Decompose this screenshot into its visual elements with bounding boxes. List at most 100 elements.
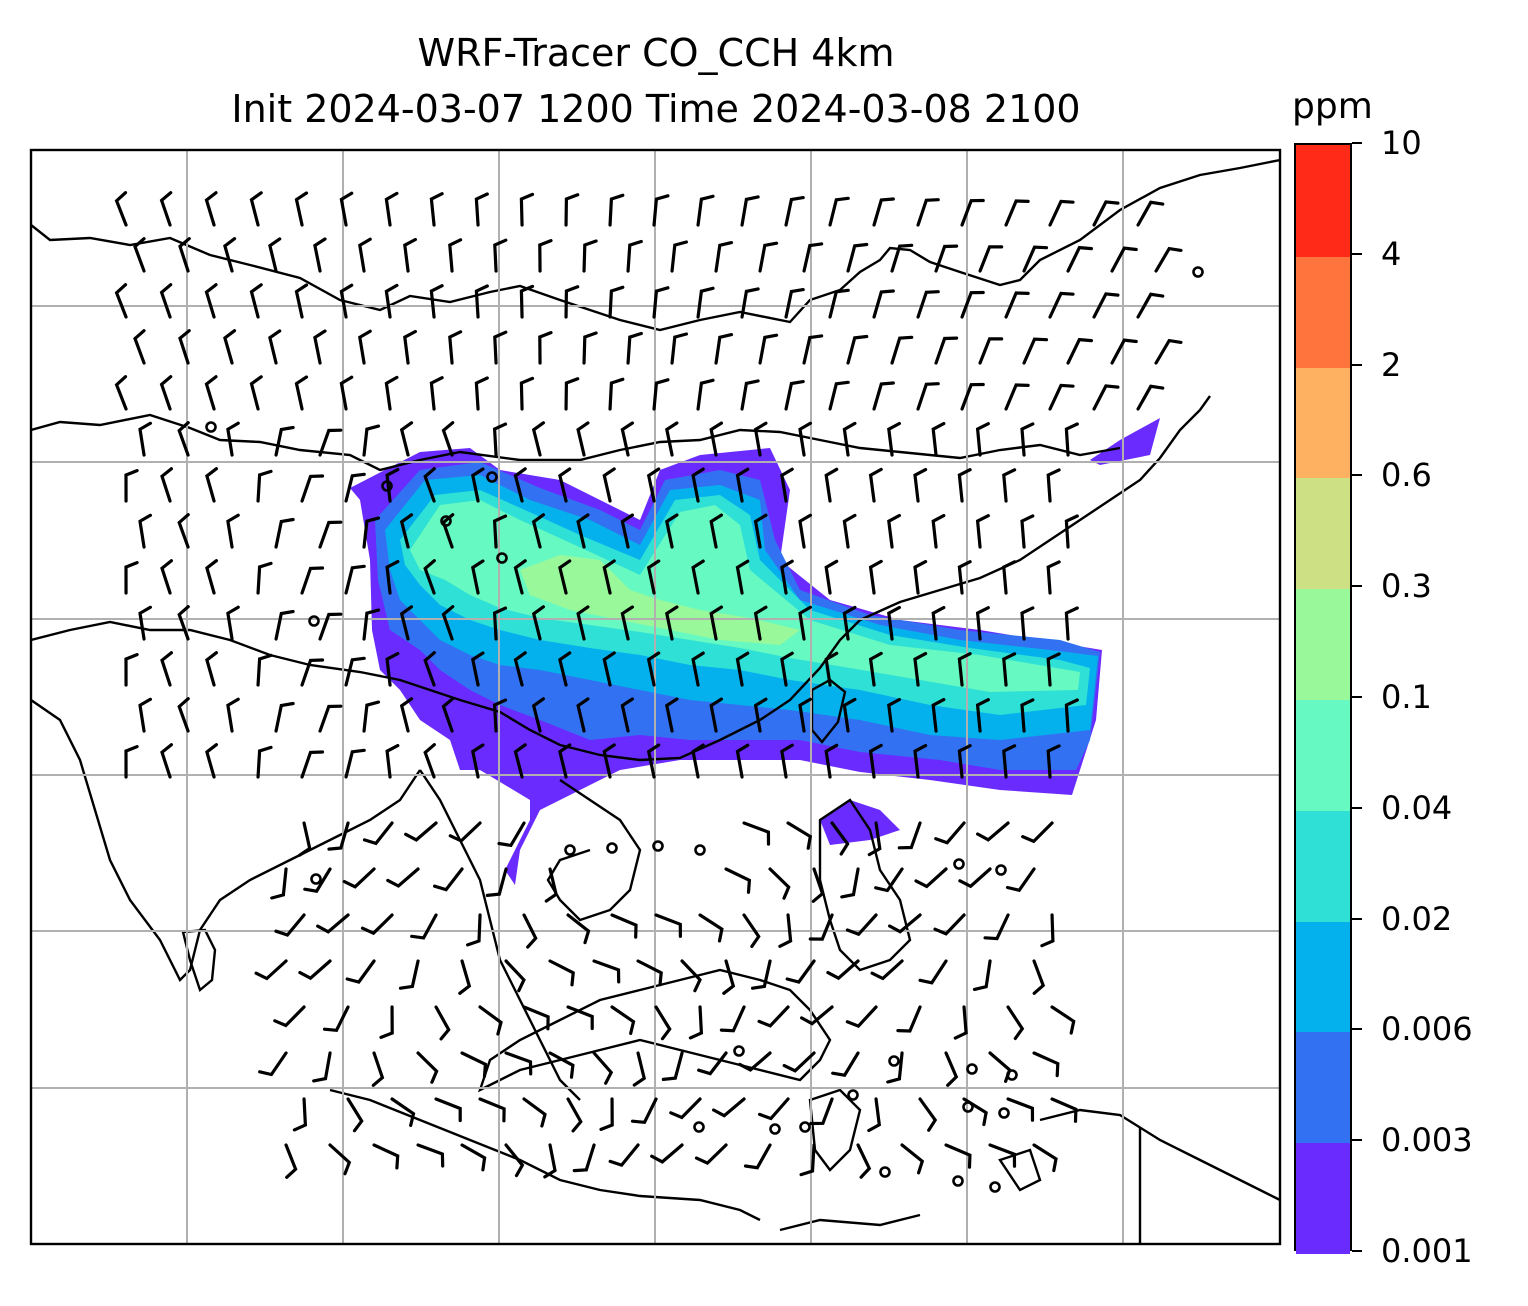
- wind-barb: [890, 335, 914, 365]
- calm-wind-marker: [310, 873, 322, 885]
- wind-barb: [735, 559, 750, 595]
- wind-barb: [497, 821, 526, 848]
- colorbar-segment: [1296, 920, 1350, 1033]
- wind-barb: [160, 651, 173, 687]
- wind-barb: [887, 605, 901, 641]
- wind-barb: [931, 698, 946, 733]
- calm-wind-markers: [205, 266, 1204, 1193]
- wind-barb: [840, 867, 860, 899]
- wind-barb: [390, 1097, 416, 1127]
- wind-barb: [709, 421, 723, 457]
- wind-barb: [934, 336, 959, 365]
- wind-barb: [758, 1097, 790, 1121]
- wind-barb: [448, 330, 463, 365]
- wind-barb: [753, 605, 768, 641]
- wind-barb: [953, 1005, 968, 1040]
- wind-barb: [712, 1097, 746, 1118]
- wind-barb: [564, 377, 580, 411]
- wind-barb: [249, 375, 263, 411]
- wind-barb: [358, 237, 372, 273]
- calm-wind-marker: [694, 844, 706, 856]
- wind-barb: [399, 697, 414, 733]
- wind-barb: [386, 867, 420, 888]
- wind-barb: [786, 821, 813, 850]
- wind-barb: [429, 284, 444, 319]
- wind-barb: [983, 913, 1010, 941]
- calm-wind-marker: [888, 1055, 900, 1067]
- wind-barb: [867, 1097, 882, 1133]
- wind-barb: [1092, 384, 1120, 411]
- wind-barb: [757, 1005, 790, 1028]
- wind-barb: [957, 652, 972, 687]
- wind-barb: [1092, 200, 1120, 227]
- wind-barb: [890, 243, 914, 273]
- wind-barb: [492, 422, 508, 457]
- calm-wind-marker: [381, 480, 393, 492]
- wind-barb: [1046, 744, 1061, 779]
- wind-barb: [887, 513, 901, 549]
- wind-barb: [159, 375, 173, 411]
- wind-barb: [385, 652, 400, 687]
- wind-barb: [608, 193, 625, 227]
- wind-barb: [1002, 468, 1017, 503]
- wind-barb: [558, 651, 572, 687]
- wind-barb: [691, 743, 705, 779]
- wind-barb: [429, 376, 444, 411]
- colorbar-tick: [1352, 474, 1362, 477]
- wind-barb: [934, 821, 966, 845]
- wind-barb: [138, 697, 152, 733]
- wind-barb: [680, 959, 702, 993]
- wind-barb: [824, 467, 839, 503]
- wind-barb: [342, 867, 376, 889]
- wind-barb: [566, 913, 591, 945]
- wind-barb: [976, 821, 1010, 842]
- calm-wind-marker: [440, 515, 452, 527]
- wind-barb: [960, 382, 985, 411]
- wind-barb: [602, 651, 616, 687]
- wind-barb: [592, 1051, 614, 1085]
- wind-barb: [868, 559, 883, 595]
- wind-barb: [177, 605, 190, 641]
- wind-barb: [312, 1051, 332, 1083]
- wind-barb: [344, 656, 366, 687]
- colorbar-segment: [1296, 809, 1350, 922]
- wind-barb: [688, 1005, 704, 1040]
- wind-barb: [931, 422, 946, 457]
- wind-barb: [362, 821, 394, 846]
- wind-barb: [872, 381, 895, 411]
- wind-barb: [800, 1005, 834, 1026]
- wind-barb: [448, 821, 482, 843]
- wind-barb: [416, 1051, 439, 1084]
- wind-barb: [610, 913, 638, 939]
- wind-barb: [665, 605, 679, 641]
- calm-wind-marker: [953, 858, 965, 870]
- wind-barb: [888, 913, 922, 934]
- wind-barb: [826, 959, 860, 981]
- wind-barb: [538, 331, 553, 365]
- wind-barb: [1048, 383, 1075, 411]
- wind-barb: [798, 605, 812, 641]
- wind-barb: [868, 467, 883, 503]
- wind-barb: [696, 194, 715, 227]
- wind-barb: [808, 913, 834, 941]
- wind-barb: [256, 745, 273, 779]
- wind-barb: [957, 744, 972, 779]
- wind-barb: [379, 1005, 394, 1039]
- wind-barb: [918, 1097, 938, 1132]
- wind-barb: [784, 196, 805, 227]
- wind-barb: [1110, 338, 1138, 365]
- wind-barb: [114, 191, 128, 227]
- wind-barb: [830, 821, 850, 856]
- colorbar-tick: [1352, 917, 1362, 920]
- wind-barb: [1020, 606, 1035, 641]
- wind-barb: [722, 959, 736, 995]
- wind-barb: [268, 329, 282, 365]
- calm-wind-marker: [962, 1101, 974, 1113]
- wind-barb: [842, 605, 857, 641]
- wind-barb: [160, 559, 173, 595]
- wind-barb: [531, 513, 545, 549]
- wind-barb: [471, 467, 485, 503]
- wind-barb: [177, 513, 190, 549]
- wind-barb: [522, 1005, 550, 1031]
- colorbar: [1294, 143, 1352, 1254]
